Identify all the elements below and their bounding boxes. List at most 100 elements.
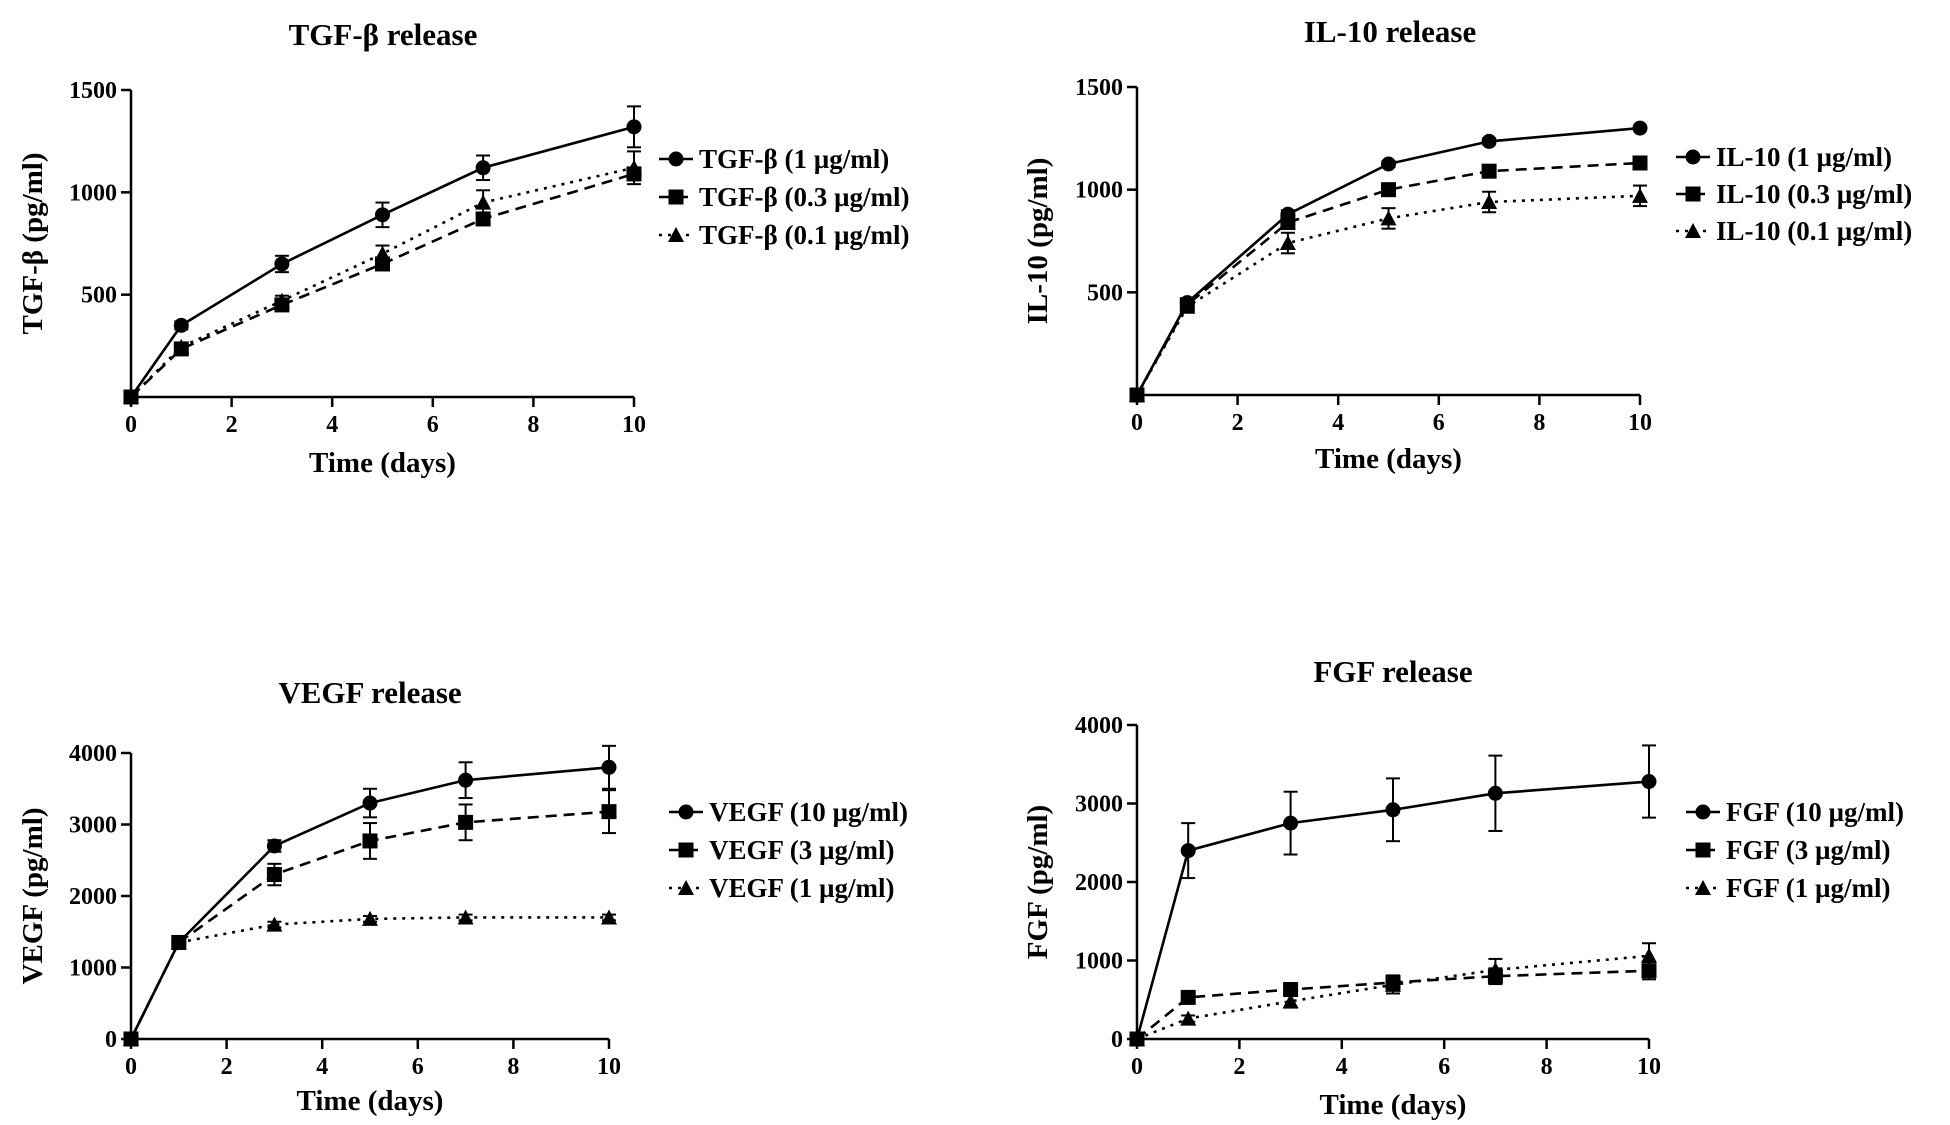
chart-title: VEGF release: [278, 675, 461, 710]
x-tick-label: 10: [1637, 1054, 1661, 1080]
data-point: [1641, 963, 1657, 979]
x-tick-label: 2: [221, 1054, 233, 1080]
data-point: [1283, 815, 1299, 831]
legend-entry: TGF-β (0.1 µg/ml): [659, 220, 910, 250]
series-circle: [123, 105, 642, 405]
legend-marker: [678, 804, 694, 820]
data-point: [601, 759, 617, 775]
x-tick-label: 2: [1232, 410, 1244, 436]
x-tick-label: 4: [316, 1054, 328, 1080]
y-tick-label: 3000: [69, 813, 117, 839]
data-point: [1381, 182, 1396, 198]
legend-label: FGF (10 µg/ml): [1726, 797, 1904, 827]
x-tick-label: 0: [1131, 410, 1143, 436]
series-line: [129, 125, 635, 398]
data-point: [1487, 961, 1504, 977]
series-triangle: [123, 150, 642, 404]
data-point: [266, 916, 283, 932]
data-point: [1632, 120, 1648, 136]
x-tick-label: 4: [1332, 410, 1344, 436]
data-point: [1283, 982, 1299, 998]
series-circle: [1129, 120, 1648, 403]
data-point: [1180, 989, 1196, 1005]
data-point: [1380, 210, 1397, 226]
data-point: [1180, 1010, 1197, 1026]
series-circle: [123, 744, 617, 1047]
y-tick-label: 1000: [1075, 178, 1123, 204]
legend-marker: [678, 842, 694, 858]
series-line: [129, 766, 610, 1040]
data-point: [1129, 1031, 1145, 1046]
data-point: [1180, 843, 1196, 859]
y-axis-label: IL-10 (pg/ml): [1022, 158, 1054, 325]
y-tick-label: 2000: [1075, 870, 1123, 896]
legend-marker: [678, 880, 694, 895]
x-tick-label: 4: [1336, 1054, 1348, 1080]
data-point: [123, 1031, 139, 1046]
x-tick-label: 8: [527, 412, 539, 438]
y-tick-label: 1000: [69, 180, 117, 206]
x-tick-label: 2: [1233, 1054, 1245, 1080]
y-axis-label: FGF (pg/ml): [1022, 805, 1054, 959]
data-point: [601, 804, 617, 820]
y-tick-label: 0: [105, 1027, 117, 1053]
x-axis-label: Time (days): [1315, 443, 1462, 475]
chart-panel-3: VEGF release 0 2 4 6 8 10 0 1000 2000 3000 4000 Time…: [17, 675, 908, 1117]
legend-label: IL-10 (0.3 µg/ml): [1716, 179, 1912, 209]
data-point: [475, 194, 492, 210]
y-tick-label: 4000: [1075, 713, 1123, 739]
chart-panel-4: FGF release 0 2 4 6 8 10 0 1000 2000 3000 4000 Time …: [1022, 654, 1904, 1121]
data-point: [1641, 947, 1657, 963]
y-tick-label: 1000: [1075, 949, 1123, 975]
data-point: [601, 909, 617, 925]
series-line: [1136, 969, 1650, 1041]
series-triangle: [123, 909, 617, 1046]
series-square: [1129, 155, 1648, 403]
data-point: [362, 795, 378, 811]
legend-marker: [1685, 186, 1701, 202]
x-tick-label: 0: [125, 412, 137, 438]
legend-marker: [668, 227, 684, 242]
data-point: [457, 909, 474, 925]
legend-label: TGF-β (0.3 µg/ml): [699, 182, 910, 212]
data-point: [362, 833, 378, 849]
data-point: [1385, 976, 1401, 992]
legend-label: IL-10 (0.1 µg/ml): [1716, 216, 1912, 246]
data-point: [1279, 235, 1296, 251]
x-axis-label: Time (days): [309, 447, 456, 479]
x-axis-label: Time (days): [297, 1085, 444, 1117]
data-point: [1487, 785, 1503, 801]
legend-entry: IL-10 (0.1 µg/ml): [1676, 216, 1912, 246]
data-point: [1280, 215, 1296, 231]
data-point: [1632, 187, 1648, 203]
x-tick-label: 6: [1438, 1054, 1450, 1080]
data-point: [273, 292, 290, 308]
legend-marker: [1685, 223, 1701, 238]
series-circle: [1129, 744, 1657, 1047]
legend-label: VEGF (1 µg/ml): [709, 873, 895, 903]
data-point: [458, 772, 474, 788]
data-point: [173, 338, 190, 354]
legend-marker: [668, 189, 684, 205]
y-tick-label: 0: [1111, 1027, 1123, 1053]
x-tick-label: 8: [507, 1054, 519, 1080]
legend-label: VEGF (10 µg/ml): [709, 797, 908, 827]
data-point: [1385, 802, 1401, 818]
x-tick-label: 8: [1541, 1054, 1553, 1080]
x-tick-label: 10: [622, 412, 646, 438]
x-tick-label: 8: [1533, 410, 1545, 436]
series-triangle: [1129, 942, 1657, 1046]
legend-entry: FGF (1 µg/ml): [1686, 873, 1891, 903]
data-point: [626, 159, 642, 175]
x-tick-label: 6: [427, 412, 439, 438]
data-point: [1381, 156, 1396, 172]
y-tick-label: 500: [81, 283, 117, 309]
x-tick-label: 6: [1433, 410, 1445, 436]
y-axis-label: TGF-β (pg/ml): [17, 152, 49, 334]
x-tick-label: 10: [597, 1054, 621, 1080]
data-point: [173, 317, 189, 333]
series-line: [1136, 954, 1650, 1041]
data-point: [1641, 774, 1657, 790]
legend-entry: TGF-β (1 µg/ml): [659, 144, 889, 174]
y-tick-label: 2000: [69, 884, 117, 910]
